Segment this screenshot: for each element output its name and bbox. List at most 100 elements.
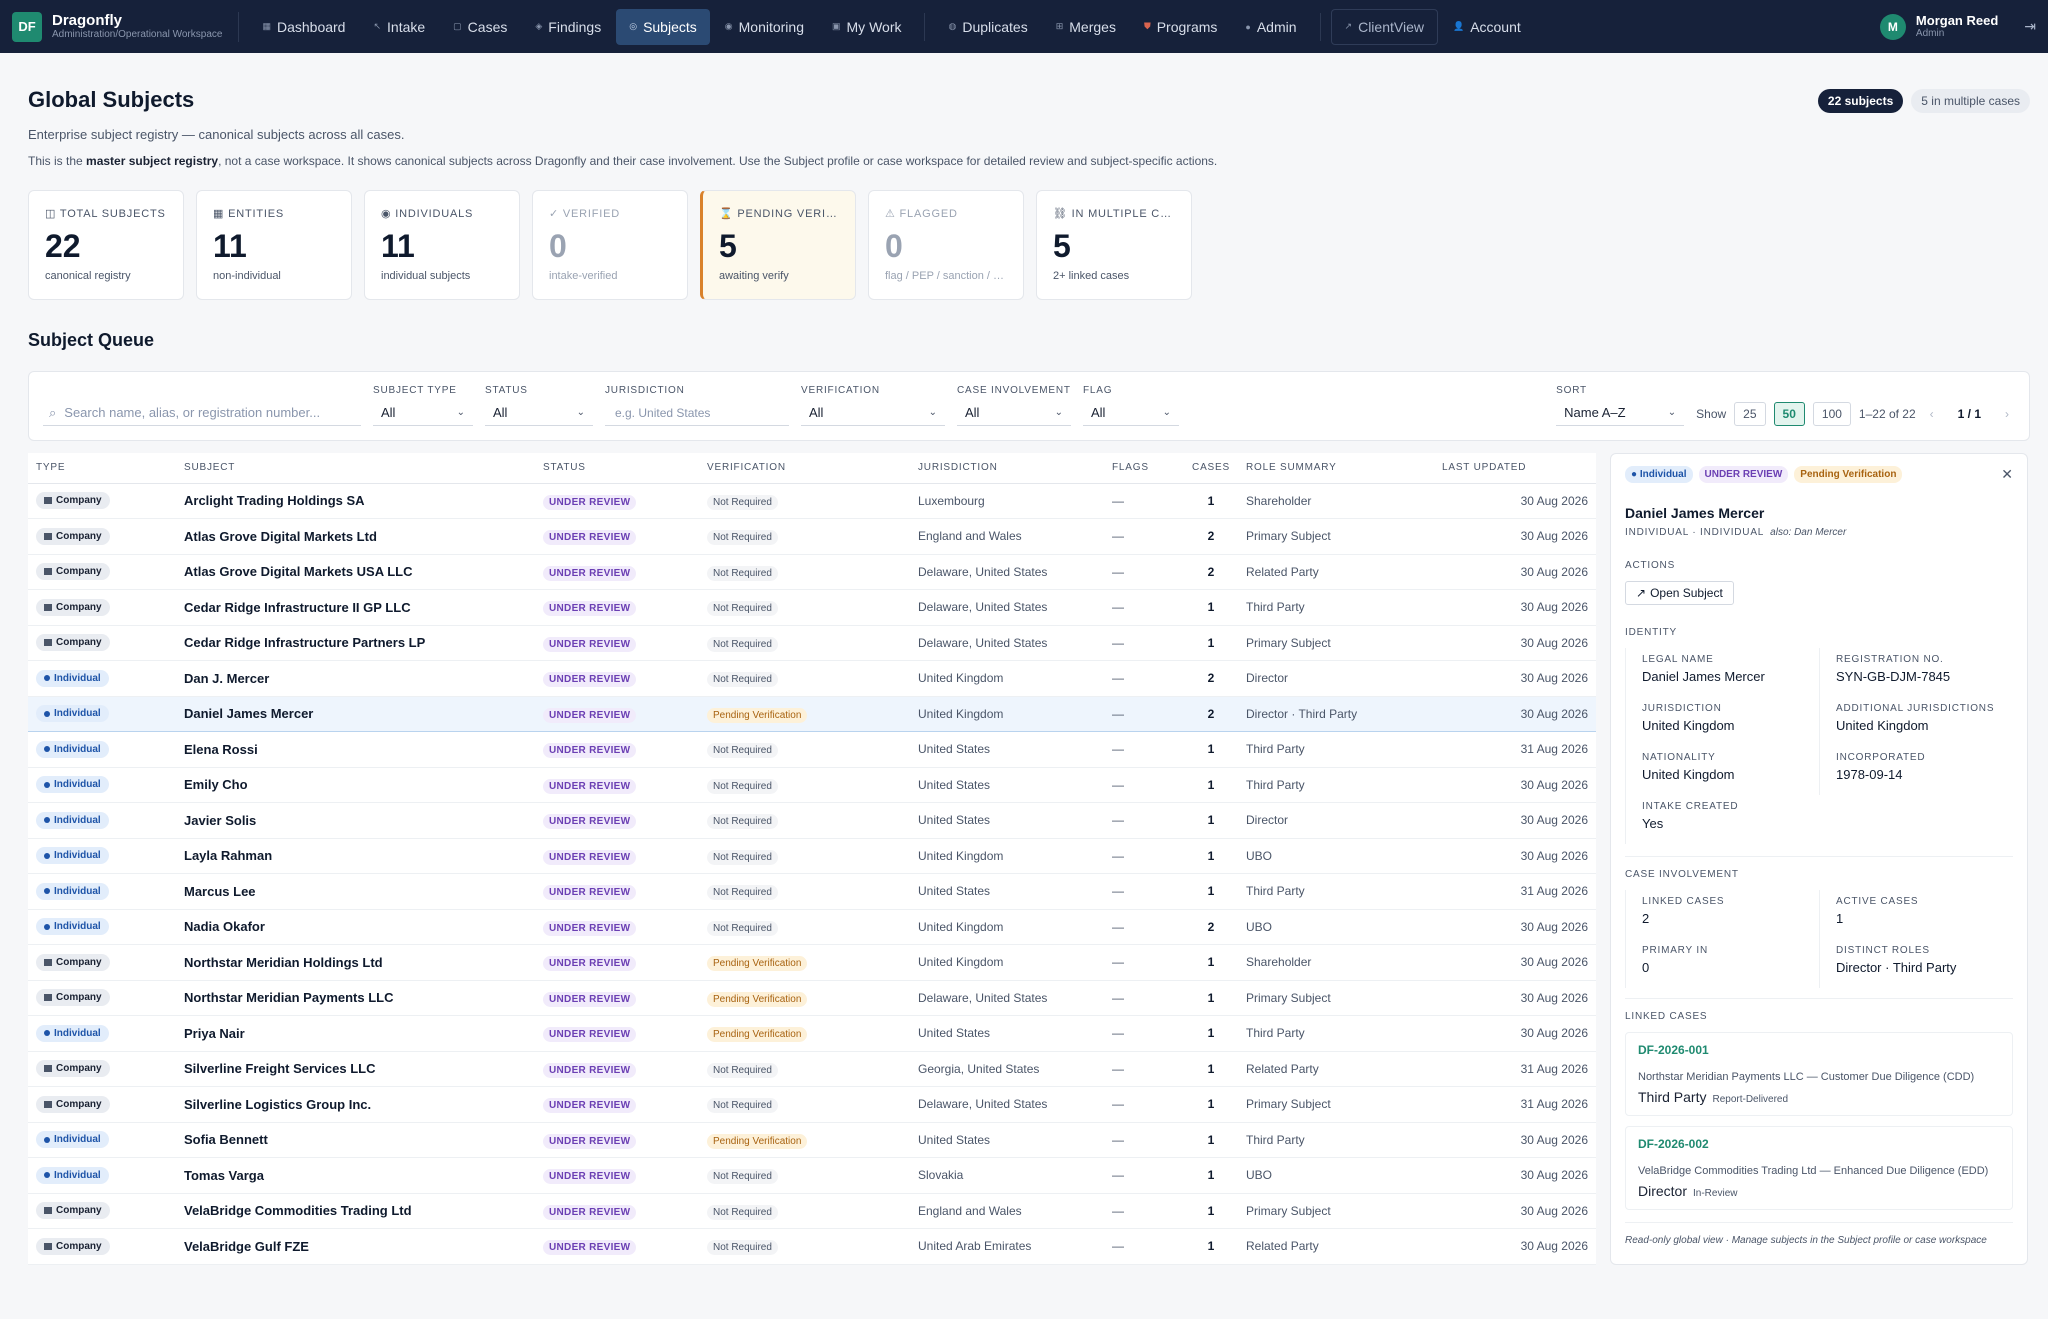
subject-cell[interactable]: Northstar Meridian Payments LLC: [176, 980, 535, 1016]
status-select[interactable]: All ⌄: [485, 400, 593, 426]
case-id-link[interactable]: DF-2026-001: [1638, 1043, 1709, 1057]
nav-admin[interactable]: ● Admin: [1232, 9, 1309, 45]
prev-page-icon[interactable]: ‹: [1929, 407, 1934, 421]
nav-duplicates[interactable]: ◍ Duplicates: [935, 9, 1040, 45]
stat-multiple-cases[interactable]: ⛓ IN MULTIPLE CASES 5 2+ linked cases: [1036, 190, 1192, 300]
page-indicator: 1 / 1: [1957, 407, 1981, 421]
brand[interactable]: DF Dragonfly Administration/Operational …: [12, 11, 240, 42]
role-cell: Primary Subject: [1238, 518, 1434, 555]
table-row[interactable]: Individual Emily Cho UNDER REVIEW Not Requi…: [28, 767, 1596, 803]
open-subject-button[interactable]: ↗ Open Subject: [1625, 581, 1734, 605]
subject-cell[interactable]: VelaBridge Gulf FZE: [176, 1228, 535, 1265]
col-status[interactable]: STATUS: [535, 453, 699, 484]
subject-cell[interactable]: Arclight Trading Holdings SA: [176, 483, 535, 519]
flag-select[interactable]: All ⌄: [1083, 400, 1179, 426]
nav-my-work[interactable]: ▣ My Work: [819, 9, 914, 45]
table-row[interactable]: Individual Elena Rossi UNDER REVIEW Not Req…: [28, 731, 1596, 768]
col-verification[interactable]: VERIFICATION: [699, 453, 910, 484]
subject-cell[interactable]: Cedar Ridge Infrastructure Partners LP: [176, 625, 535, 661]
subject-cell[interactable]: Tomas Varga: [176, 1157, 535, 1194]
table-row[interactable]: Individual Layla Rahman UNDER REVIEW Not Re…: [28, 838, 1596, 874]
linked-case-card[interactable]: DF-2026-001 Northstar Meridian Payments L…: [1625, 1032, 2013, 1116]
search-input[interactable]: ⌕ Search name, alias, or registration num…: [43, 400, 361, 426]
table-row[interactable]: Individual Javier Solis UNDER REVIEW Not Re…: [28, 802, 1596, 839]
subject-cell[interactable]: Dan J. Mercer: [176, 660, 535, 697]
nav-account[interactable]: 👤 Account: [1440, 9, 1534, 45]
table-row[interactable]: Company VelaBridge Gulf FZE UNDER REVIEW No…: [28, 1228, 1596, 1265]
col-jurisdiction[interactable]: JURISDICTION: [910, 453, 1104, 484]
nav-programs[interactable]: ⛊ Programs: [1131, 9, 1230, 45]
nav-cases[interactable]: ▢ Cases: [440, 9, 520, 45]
case-id-link[interactable]: DF-2026-002: [1638, 1137, 1709, 1151]
jurisdiction-input[interactable]: e.g. United States: [605, 400, 789, 426]
table-row[interactable]: Individual Nadia Okafor UNDER REVIEW Not Re…: [28, 909, 1596, 945]
table-row[interactable]: Company Atlas Grove Digital Markets Ltd UN…: [28, 518, 1596, 555]
table-row[interactable]: Company Northstar Meridian Holdings Ltd UN…: [28, 944, 1596, 981]
subject-cell[interactable]: Northstar Meridian Holdings Ltd: [176, 944, 535, 981]
subject-cell[interactable]: Nadia Okafor: [176, 909, 535, 945]
col-role-summary[interactable]: ROLE SUMMARY: [1238, 453, 1434, 484]
subject-cell[interactable]: Daniel James Mercer: [176, 695, 535, 732]
table-row[interactable]: Company Atlas Grove Digital Markets USA L…: [28, 554, 1596, 590]
inbox-icon: ▣: [832, 21, 841, 31]
subject-cell[interactable]: Cedar Ridge Infrastructure II GP LLC: [176, 589, 535, 626]
close-icon[interactable]: ✕: [2001, 466, 2013, 482]
col-cases[interactable]: CASES: [1184, 453, 1238, 484]
nav-monitoring[interactable]: ◉ Monitoring: [712, 9, 817, 45]
col-last-updated[interactable]: LAST UPDATED: [1434, 453, 1596, 484]
page-size-25[interactable]: 25: [1734, 402, 1766, 426]
nav-subjects[interactable]: ◎ Subjects: [616, 8, 710, 45]
subject-cell[interactable]: Priya Nair: [176, 1015, 535, 1052]
nav-findings[interactable]: ◈ Findings: [522, 9, 614, 45]
table-row[interactable]: Company Cedar Ridge Infrastructure Partne…: [28, 625, 1596, 661]
table-row[interactable]: Individual Priya Nair UNDER REVIEW Pending …: [28, 1015, 1596, 1052]
subject-cell[interactable]: Atlas Grove Digital Markets USA LLC: [176, 554, 535, 590]
subject-cell[interactable]: VelaBridge Commodities Trading Ltd: [176, 1193, 535, 1229]
table-row[interactable]: Company VelaBridge Commodities Trading Lt…: [28, 1193, 1596, 1229]
stat-individuals[interactable]: ◉ INDIVIDUALS 11 individual subjects: [364, 190, 520, 300]
page-size-100[interactable]: 100: [1812, 402, 1851, 426]
linked-case-card[interactable]: DF-2026-002 VelaBridge Commodities Tradin…: [1625, 1126, 2013, 1210]
table-row[interactable]: Company Cedar Ridge Infrastructure II GP …: [28, 589, 1596, 626]
table-row[interactable]: Individual Dan J. Mercer UNDER REVIEW Not R…: [28, 660, 1596, 697]
brand-subtitle: Administration/Operational Workspace: [52, 28, 223, 40]
table-row[interactable]: Individual Marcus Lee UNDER REVIEW Not Requ…: [28, 873, 1596, 910]
subject-cell[interactable]: Atlas Grove Digital Markets Ltd: [176, 518, 535, 555]
logout-icon[interactable]: ⇥: [2024, 18, 2036, 34]
subject-cell[interactable]: Marcus Lee: [176, 873, 535, 910]
subject-cell[interactable]: Sofia Bennett: [176, 1122, 535, 1158]
jurisdiction-cell: United States: [910, 767, 1104, 803]
nav-intake[interactable]: ↖ Intake: [360, 9, 438, 45]
stat-verified[interactable]: ✓ VERIFIED 0 intake-verified: [532, 190, 688, 300]
table-row[interactable]: Individual Tomas Varga UNDER REVIEW Not Req…: [28, 1157, 1596, 1194]
nav-clientview[interactable]: ↗ ClientView: [1330, 8, 1438, 45]
table-row[interactable]: Company Silverline Logistics Group Inc. UN…: [28, 1086, 1596, 1123]
next-page-icon[interactable]: ›: [2005, 407, 2009, 421]
table-row[interactable]: Individual Daniel James Mercer UNDER REVIE…: [28, 695, 1596, 732]
verification-select[interactable]: All ⌄: [801, 400, 945, 426]
sort-select[interactable]: Name A–Z ⌄: [1556, 400, 1685, 426]
nav-merges[interactable]: ⊞ Merges: [1043, 9, 1129, 45]
table-row[interactable]: Company Northstar Meridian Payments LLC UN…: [28, 980, 1596, 1016]
stat-entities[interactable]: ▦ ENTITIES 11 non-individual: [196, 190, 352, 300]
col-type[interactable]: TYPE: [28, 453, 176, 484]
page-size-50[interactable]: 50: [1773, 402, 1805, 426]
involvement-select[interactable]: All ⌄: [957, 400, 1071, 426]
subject-cell[interactable]: Elena Rossi: [176, 731, 535, 768]
col-flags[interactable]: FLAGS: [1104, 453, 1184, 484]
table-row[interactable]: Company Arclight Trading Holdings SA UNDER…: [28, 483, 1596, 519]
col-subject[interactable]: SUBJECT: [176, 453, 535, 484]
table-row[interactable]: Company Silverline Freight Services LLC UN…: [28, 1051, 1596, 1087]
subject-cell[interactable]: Silverline Freight Services LLC: [176, 1051, 535, 1087]
user-menu[interactable]: M Morgan Reed Admin ⇥: [1879, 13, 2036, 40]
subject-cell[interactable]: Javier Solis: [176, 802, 535, 839]
table-row[interactable]: Individual Sofia Bennett UNDER REVIEW Pendi…: [28, 1122, 1596, 1158]
nav-dashboard[interactable]: ▦ Dashboard: [249, 9, 358, 45]
subject-cell[interactable]: Silverline Logistics Group Inc.: [176, 1086, 535, 1123]
subject-type-select[interactable]: All ⌄: [373, 400, 473, 426]
stat-flagged[interactable]: ⚠ FLAGGED 0 flag / PEP / sanction / adve…: [868, 190, 1024, 300]
stat-total-subjects[interactable]: ◫ TOTAL SUBJECTS 22 canonical registry: [28, 190, 184, 300]
subject-cell[interactable]: Emily Cho: [176, 767, 535, 803]
subject-cell[interactable]: Layla Rahman: [176, 838, 535, 874]
stat-pending-verification[interactable]: ⌛ PENDING VERIFICATION 5 awaiting verify: [700, 190, 856, 300]
